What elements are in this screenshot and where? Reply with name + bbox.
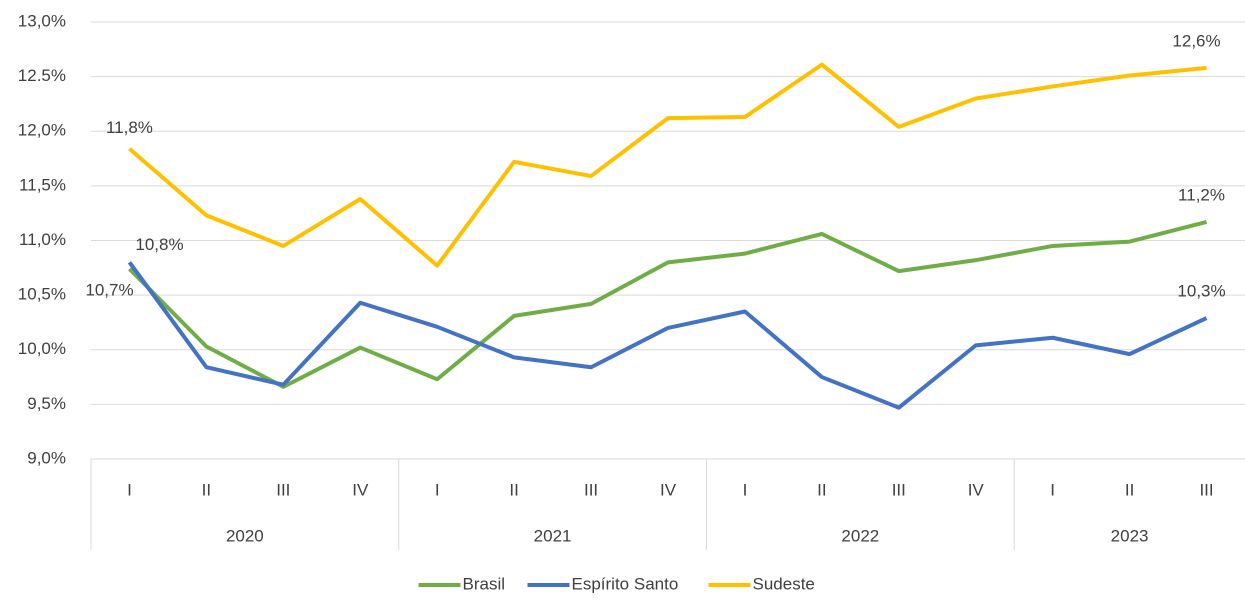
x-tick-label: II [817,480,826,499]
x-tick-label: I [743,480,748,499]
y-tick-label: 10,0% [18,339,66,358]
y-tick-label: 10,5% [18,285,66,304]
series-line [128,62,1207,268]
data-label: 10,7% [85,280,133,299]
x-tick-label: II [202,480,211,499]
y-tick-label: 9,0% [27,448,66,467]
y-tick-label: 13,0% [18,11,66,30]
x-tick-label: I [1050,480,1055,499]
x-tick-label: II [509,480,518,499]
series-line [128,219,1208,389]
data-label: 10,8% [135,235,183,254]
y-tick-label: 9,5% [27,394,66,413]
x-tick-label: III [584,480,598,499]
data-label: 12,6% [1172,31,1220,50]
x-tick-label: I [435,480,440,499]
data-label: 11,8% [106,118,153,137]
y-tick-label: 11,5% [19,175,66,194]
year-label: 2022 [841,526,879,545]
y-tick-label: 11,0% [19,230,66,249]
year-label: 2020 [226,526,264,545]
year-label: 2023 [1111,526,1149,545]
data-label: 10,3% [1177,282,1225,301]
x-tick-label: I [127,480,132,499]
legend-label: Brasil [463,574,506,593]
year-label: 2021 [534,526,572,545]
x-tick-label: IV [968,480,985,499]
series-line [127,261,1208,410]
y-tick-label: 12.5% [18,66,66,85]
x-tick-label: III [1199,480,1213,499]
x-tick-label: III [892,480,906,499]
x-tick-label: III [276,480,290,499]
legend-label: Espírito Santo [572,574,679,593]
x-tick-label: II [1125,480,1134,499]
y-tick-label: 12,0% [18,121,66,140]
legend-label: Sudeste [753,574,815,593]
x-tick-label: IV [352,480,369,499]
x-tick-label: IV [660,480,677,499]
data-label: 11,2% [1178,185,1225,204]
